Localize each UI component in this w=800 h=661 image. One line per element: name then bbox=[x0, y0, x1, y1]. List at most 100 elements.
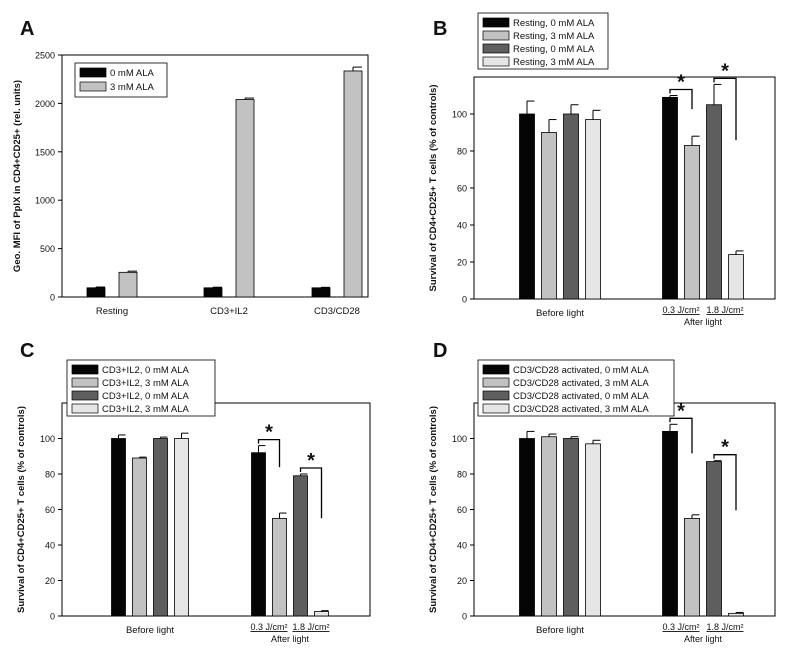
x-category-label: CD3+IL2 bbox=[210, 306, 248, 317]
legend-swatch bbox=[482, 30, 510, 41]
bar-a-s1-c1 bbox=[235, 99, 255, 298]
y-tick-label: 80 bbox=[457, 470, 467, 480]
x-category-label: After light bbox=[271, 634, 310, 644]
y-tick-label: 1500 bbox=[35, 147, 55, 157]
y-axis-label: Geo. MFI of PpIX in CD4+CD25+ (rel. unit… bbox=[12, 80, 23, 272]
legend-label: Resting, 3 mM ALA bbox=[513, 31, 595, 42]
legend-label: CD3+IL2, 0 mM ALA bbox=[102, 365, 190, 376]
bar-c-s2-c0 bbox=[153, 438, 168, 617]
legend-label: Resting, 0 mM ALA bbox=[513, 44, 595, 55]
legend-swatch bbox=[482, 56, 510, 67]
legend-swatch bbox=[71, 377, 99, 388]
legend-swatch bbox=[482, 377, 510, 388]
significance-bracket bbox=[713, 454, 737, 511]
x-category-label: After light bbox=[684, 317, 723, 327]
y-tick-label: 60 bbox=[457, 184, 467, 194]
legend: Resting, 0 mM ALA Resting, 3 mM ALA Restin… bbox=[477, 12, 609, 70]
legend-label: 3 mM ALA bbox=[110, 82, 154, 93]
y-tick-label: 60 bbox=[457, 505, 467, 515]
y-tick-label: 1000 bbox=[35, 196, 55, 206]
panel-letter: A bbox=[20, 18, 34, 40]
y-tick-label: 100 bbox=[40, 434, 55, 444]
legend-swatch bbox=[482, 403, 510, 414]
legend: CD3+IL2, 0 mM ALA CD3+IL2, 3 mM ALA CD3+IL… bbox=[66, 359, 216, 417]
significance-star: * bbox=[265, 422, 273, 444]
bar-d-s0-c1 bbox=[662, 430, 678, 617]
bar-b-s2-c0 bbox=[563, 113, 579, 300]
bar-b-s2-c1 bbox=[706, 104, 722, 300]
significance-star: * bbox=[307, 450, 315, 472]
legend-swatch bbox=[79, 67, 107, 78]
legend-box bbox=[477, 359, 675, 417]
significance-star: * bbox=[721, 60, 729, 82]
bar-b-s1-c0 bbox=[541, 132, 557, 300]
legend-swatch bbox=[71, 403, 99, 414]
bar-a-s0-c0 bbox=[86, 287, 106, 298]
bar-c-s3-c0 bbox=[174, 438, 189, 617]
significance-bracket bbox=[669, 417, 693, 454]
significance-star: * bbox=[677, 72, 685, 94]
y-tick-label: 0 bbox=[462, 612, 467, 622]
bar-b-s3-c0 bbox=[585, 119, 601, 300]
chart-panel-d: D 0 20 40 60 80 100 Survival of CD4+CD25+ T cel… bbox=[428, 340, 776, 644]
bar-a-s0-c2 bbox=[311, 287, 331, 298]
legend-label: Resting, 0 mM ALA bbox=[513, 18, 595, 29]
bar-d-s3-c1 bbox=[728, 612, 744, 617]
legend: 0 mM ALA 3 mM ALA bbox=[74, 62, 168, 98]
significance-bracket bbox=[257, 438, 281, 468]
y-tick-label: 80 bbox=[45, 470, 55, 480]
x-category-label: Before light bbox=[126, 625, 174, 636]
legend-swatch bbox=[482, 17, 510, 28]
y-tick-label: 2000 bbox=[35, 99, 55, 109]
bar-b-s0-c1 bbox=[662, 96, 678, 300]
bar-a-s0-c1 bbox=[203, 287, 223, 298]
legend-label: CD3/CD28 activated, 3 mM ALA bbox=[513, 404, 649, 415]
y-tick-label: 40 bbox=[457, 541, 467, 551]
y-axis-label: Survival of CD4+CD25+ T cells (% of cont… bbox=[16, 406, 27, 613]
bar-c-s0-c0 bbox=[111, 438, 126, 617]
y-axis-label: Survival of CD4+CD25+ T cells (% of cont… bbox=[428, 406, 439, 613]
bar-d-s0-c0 bbox=[519, 438, 535, 617]
x-category-label: CD3/CD28 bbox=[314, 306, 360, 317]
bar-d-s3-c0 bbox=[585, 443, 601, 617]
legend-swatch bbox=[71, 390, 99, 401]
y-tick-label: 80 bbox=[457, 147, 467, 157]
legend-swatch bbox=[482, 43, 510, 54]
bar-d-s1-c1 bbox=[684, 517, 700, 617]
bar-c-s2-c1 bbox=[293, 475, 308, 617]
bar-a-s1-c0 bbox=[118, 271, 138, 298]
significance-bracket bbox=[713, 77, 737, 141]
bar-c-s0-c1 bbox=[251, 452, 266, 617]
y-tick-label: 100 bbox=[452, 110, 467, 120]
legend-label: CD3/CD28 activated, 0 mM ALA bbox=[513, 365, 649, 376]
y-tick-label: 20 bbox=[457, 258, 467, 268]
legend-label: Resting, 3 mM ALA bbox=[513, 57, 595, 68]
x-category-label: After light bbox=[684, 634, 723, 644]
dose-label-0: 0.3 J/cm² bbox=[662, 622, 699, 632]
bar-a-s1-c2 bbox=[343, 70, 363, 298]
legend-label: CD3+IL2, 0 mM ALA bbox=[102, 391, 190, 402]
significance-star: * bbox=[721, 437, 729, 459]
bar-d-s2-c0 bbox=[563, 438, 579, 617]
y-axis-label: Survival of CD4+CD25+ T cells (% of cont… bbox=[428, 85, 439, 292]
legend-label: CD3/CD28 activated, 0 mM ALA bbox=[513, 391, 649, 402]
dose-label-0: 0.3 J/cm² bbox=[250, 622, 287, 632]
bar-c-s1-c0 bbox=[132, 457, 147, 617]
y-tick-label: 0 bbox=[50, 612, 55, 622]
y-tick-label: 40 bbox=[45, 541, 55, 551]
dose-label-1: 1.8 J/cm² bbox=[706, 305, 743, 315]
significance-star: * bbox=[677, 400, 685, 422]
legend-swatch bbox=[71, 364, 99, 375]
y-tick-label: 40 bbox=[457, 221, 467, 231]
bar-d-s1-c0 bbox=[541, 436, 557, 617]
legend-swatch bbox=[482, 390, 510, 401]
y-tick-label: 500 bbox=[40, 244, 55, 254]
bar-b-s3-c1 bbox=[728, 254, 744, 300]
y-tick-label: 0 bbox=[50, 293, 55, 303]
chart-panel-a: A 0 500 1000 1500 2000 2500 Geo. MFI of PpIX in… bbox=[12, 18, 369, 317]
y-tick-label: 100 bbox=[452, 434, 467, 444]
x-category-label: Before light bbox=[536, 625, 584, 636]
panel-letter: B bbox=[433, 18, 447, 40]
bar-c-s1-c1 bbox=[272, 517, 287, 617]
bar-b-s0-c0 bbox=[519, 113, 535, 300]
